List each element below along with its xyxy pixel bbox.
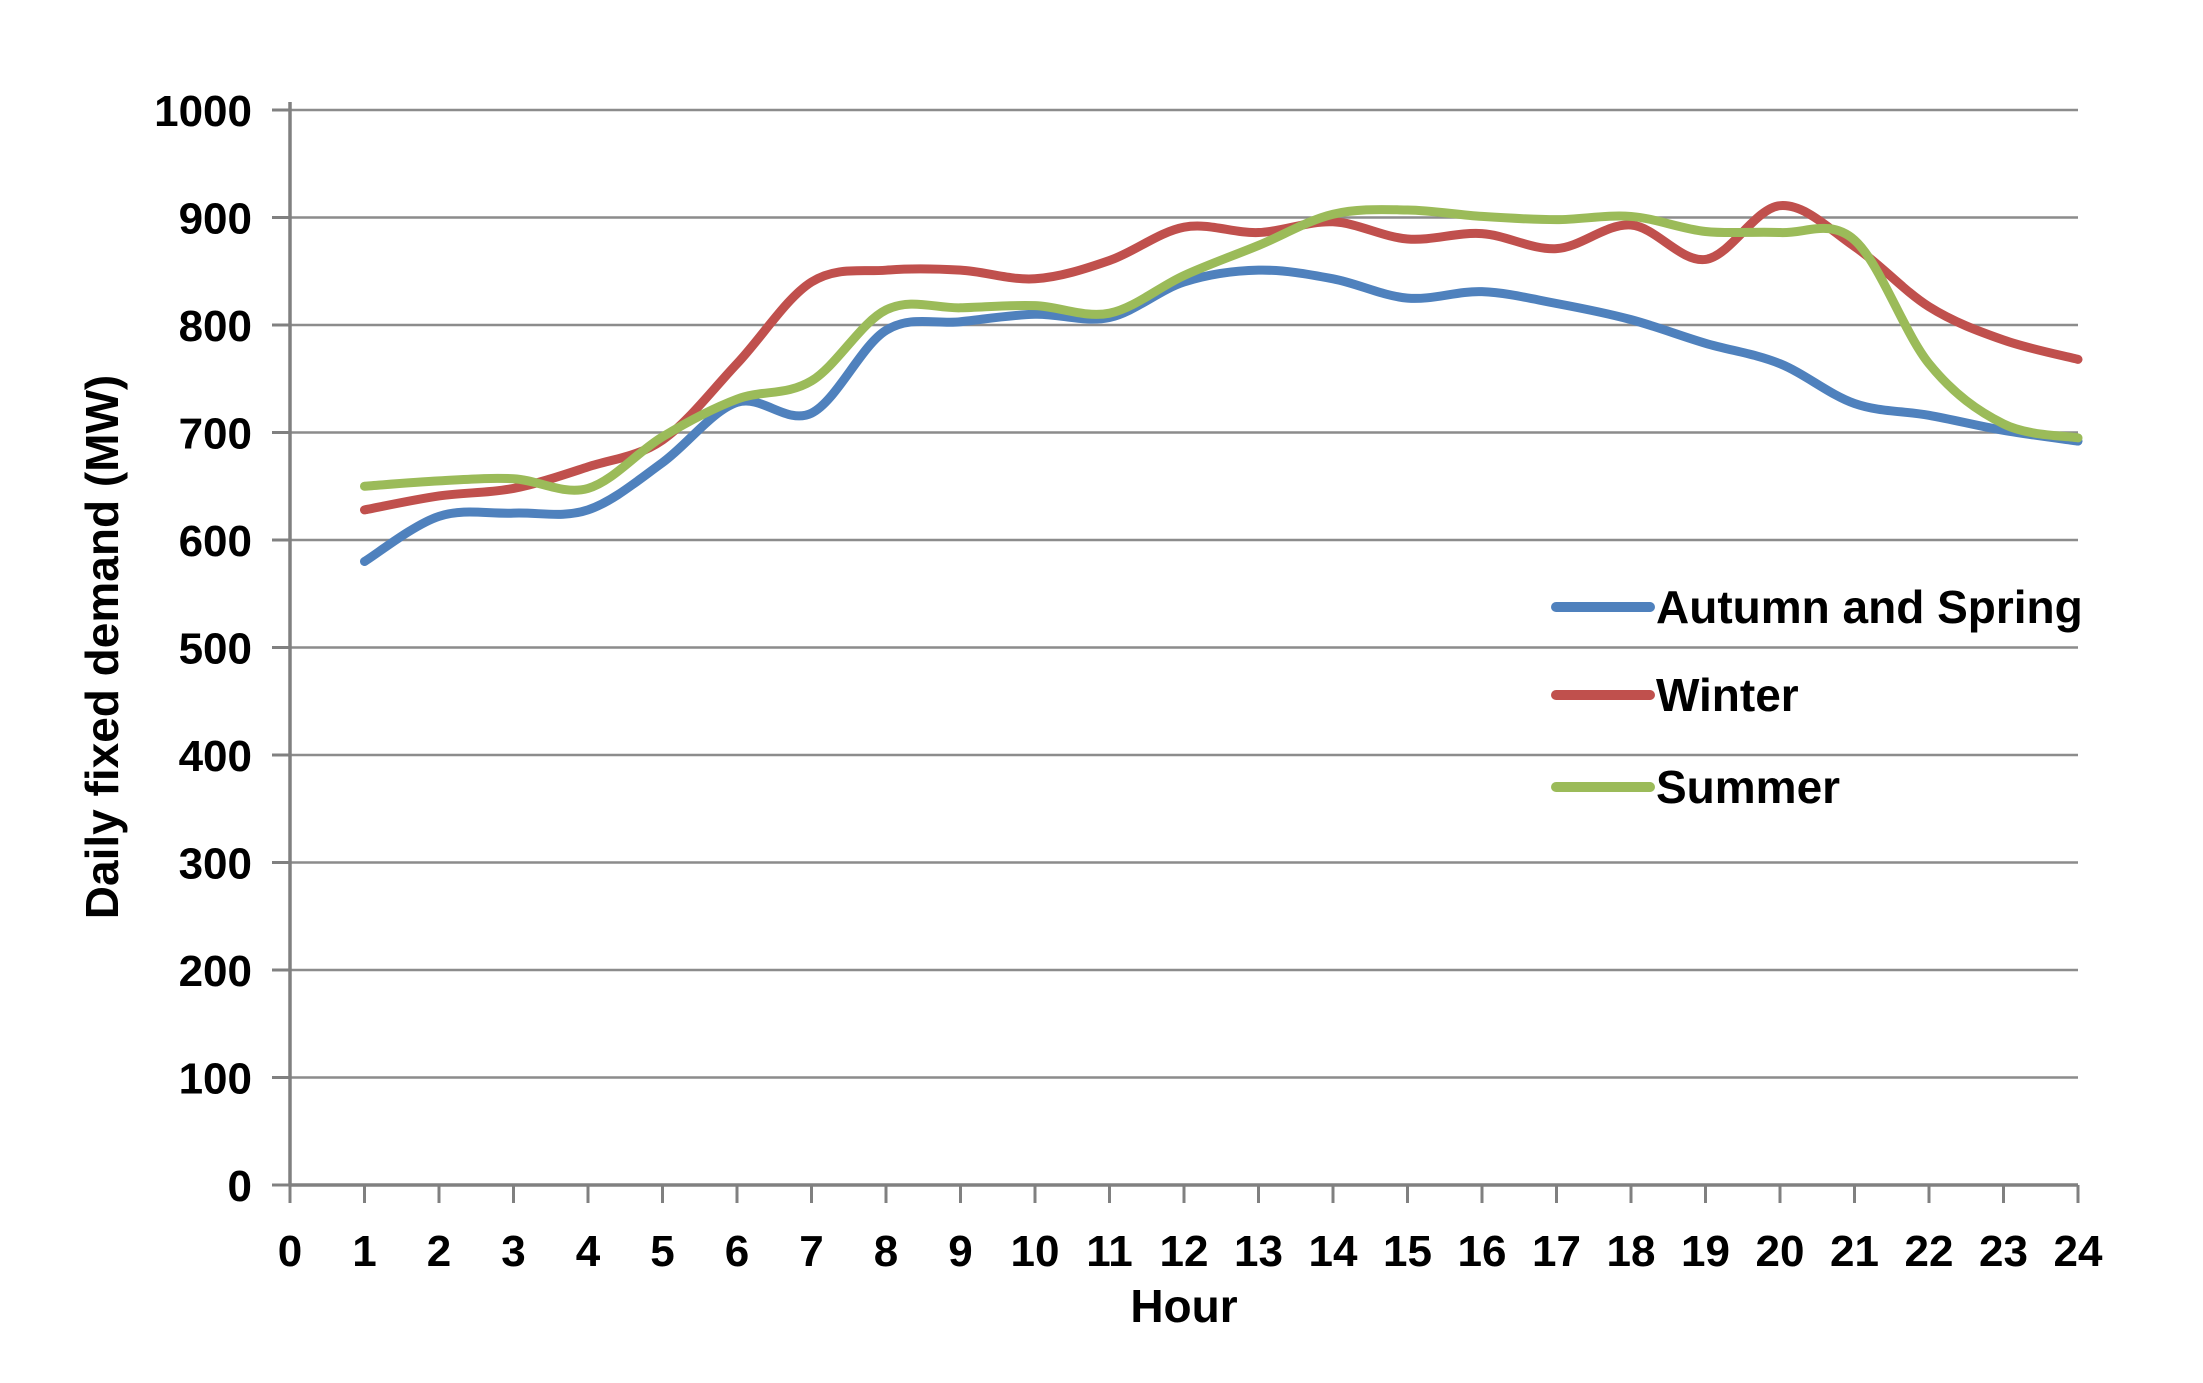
axis-ticks [272, 108, 2080, 1203]
y-tick-label-600: 600 [179, 517, 252, 566]
x-axis-title: Hour [1130, 1280, 1237, 1332]
y-tick-label-200: 200 [179, 947, 252, 996]
y-tick-label-700: 700 [179, 410, 252, 459]
x-tick-label-8: 8 [874, 1227, 898, 1276]
x-tick-label-10: 10 [1011, 1227, 1060, 1276]
x-tick-label-7: 7 [799, 1227, 823, 1276]
x-tick-label-18: 18 [1607, 1227, 1656, 1276]
gridlines [290, 108, 2078, 1079]
axis-lines [288, 102, 2078, 1187]
y-tick-label-0: 0 [228, 1162, 252, 1211]
x-tick-labels: 0 1 2 3 4 5 6 7 8 9 10 11 12 13 14 15 16 17 18 19 20 21 22 23 24 [278, 1227, 2103, 1276]
y-tick-labels: 0 100 200 300 400 500 600 700 800 900 1000 [154, 87, 252, 1211]
legend-label-autumn-and-spring: Autumn and Spring [1656, 581, 2083, 633]
legend-label-winter: Winter [1656, 669, 1799, 721]
x-tick-label-5: 5 [650, 1227, 674, 1276]
series-lines [360, 201, 2083, 566]
x-tick-label-21: 21 [1830, 1227, 1879, 1276]
x-tick-label-15: 15 [1383, 1227, 1432, 1276]
x-tick-label-0: 0 [278, 1227, 302, 1276]
legend: Autumn and Spring Winter Summer [1551, 581, 2083, 813]
x-tick-label-3: 3 [501, 1227, 525, 1276]
x-tick-label-6: 6 [725, 1227, 749, 1276]
line-autumn-and-spring [360, 265, 2083, 566]
x-tick-label-4: 4 [576, 1227, 601, 1276]
y-tick-label-100: 100 [179, 1055, 252, 1104]
x-tick-label-13: 13 [1234, 1227, 1283, 1276]
x-tick-label-11: 11 [1086, 1227, 1133, 1276]
y-tick-label-900: 900 [179, 195, 252, 244]
y-axis-title: Daily fixed demand (MW) [76, 375, 128, 919]
x-tick-label-24: 24 [2054, 1227, 2103, 1276]
x-tick-label-2: 2 [427, 1227, 451, 1276]
line-summer [360, 205, 2083, 495]
y-tick-label-400: 400 [179, 732, 252, 781]
x-tick-label-9: 9 [948, 1227, 972, 1276]
y-tick-label-500: 500 [179, 625, 252, 674]
x-tick-label-16: 16 [1458, 1227, 1507, 1276]
y-tick-label-1000: 1000 [154, 87, 252, 136]
x-tick-label-20: 20 [1756, 1227, 1805, 1276]
x-tick-label-1: 1 [352, 1227, 376, 1276]
x-tick-label-17: 17 [1532, 1227, 1581, 1276]
y-tick-label-300: 300 [179, 840, 252, 889]
x-tick-label-12: 12 [1160, 1227, 1209, 1276]
x-tick-label-23: 23 [1979, 1227, 2028, 1276]
x-tick-label-14: 14 [1309, 1227, 1358, 1276]
legend-label-summer: Summer [1656, 761, 1840, 813]
x-tick-label-19: 19 [1681, 1227, 1730, 1276]
y-tick-label-800: 800 [179, 302, 252, 351]
x-tick-label-22: 22 [1905, 1227, 1954, 1276]
